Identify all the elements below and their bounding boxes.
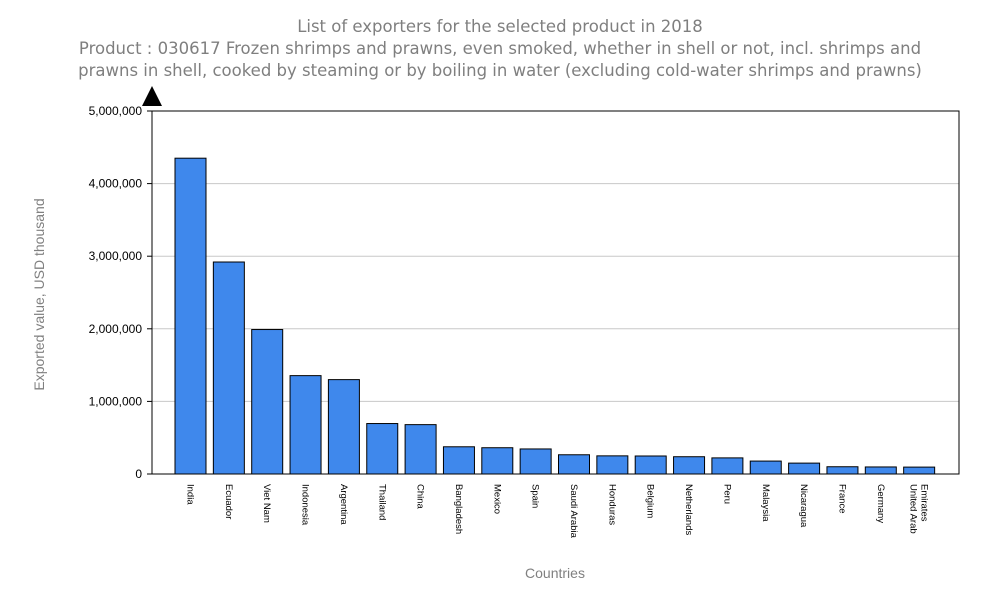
- bar-viet-nam[interactable]: [251, 329, 284, 475]
- bar-spain[interactable]: [519, 448, 552, 475]
- x-axis-ticks: India Ecuador Viet Nam Indonesia Argentina Th…: [185, 484, 930, 539]
- x-tick-label: Indonesia: [300, 484, 311, 526]
- x-tick-label: Ecuador: [223, 484, 234, 519]
- bar-saudi-arabia[interactable]: [558, 454, 590, 475]
- y-tick-label: 2,000,000: [89, 322, 143, 336]
- x-tick-label: Nicaragua: [798, 484, 809, 528]
- chart-subtitle-line-2: prawns in shell, cooked by steaming or b…: [78, 61, 922, 80]
- y-axis-title: Exported value, USD thousand: [31, 198, 47, 390]
- x-tick-label: United Arab: [908, 484, 919, 534]
- x-tick-label: Netherlands: [683, 484, 694, 535]
- bar-thailand[interactable]: [366, 423, 399, 475]
- y-tick-label: 4,000,000: [89, 177, 143, 191]
- bar-netherlands[interactable]: [673, 456, 706, 475]
- x-tick-label: Peru: [721, 484, 732, 504]
- bar-france[interactable]: [826, 466, 859, 475]
- chart-title: List of exporters for the selected produ…: [297, 17, 703, 36]
- gridlines: [152, 183, 959, 402]
- x-tick-label: Emirates: [919, 484, 930, 522]
- bar-mexico[interactable]: [481, 447, 514, 475]
- x-tick-label: Mexico: [491, 484, 502, 514]
- bar-india[interactable]: [174, 157, 207, 475]
- y-axis-ticks: 0 1,000,000 2,000,000 3,000,000 4,000,000 5,0…: [89, 104, 152, 481]
- x-tick-label: Argentina: [338, 484, 349, 525]
- bars: [174, 157, 936, 475]
- bar-belgium[interactable]: [634, 455, 667, 475]
- x-tick-label: Bangladesh: [453, 484, 464, 534]
- x-tick-label: Malaysia: [760, 484, 771, 522]
- bar-ecuador[interactable]: [212, 261, 245, 475]
- bar-nicaragua[interactable]: [788, 462, 821, 475]
- y-tick-label: 5,000,000: [89, 104, 143, 118]
- x-tick-label: Saudi Arabia: [568, 484, 579, 539]
- x-tick-label: Germany: [875, 484, 886, 523]
- x-tick-label: Viet Nam: [261, 484, 272, 523]
- y-axis-arrow-icon: [142, 86, 162, 106]
- plot-frame: [151, 110, 960, 475]
- bar-peru[interactable]: [711, 457, 744, 475]
- bar-bangladesh[interactable]: [442, 446, 475, 475]
- x-axis-title: Countries: [525, 565, 585, 581]
- bar-honduras[interactable]: [596, 455, 629, 475]
- x-tick-label: France: [836, 484, 847, 514]
- x-tick-label: India: [185, 484, 196, 505]
- x-tick-label: Belgium: [645, 484, 656, 518]
- bar-malaysia[interactable]: [749, 460, 782, 475]
- bar-china[interactable]: [404, 424, 437, 475]
- x-tick-label: China: [415, 484, 426, 510]
- x-tick-label: Thailand: [376, 484, 387, 520]
- y-tick-label: 1,000,000: [89, 394, 143, 408]
- bar-germany[interactable]: [864, 466, 897, 475]
- y-tick-label: 0: [135, 467, 142, 481]
- bar-indonesia[interactable]: [289, 375, 322, 475]
- x-tick-label: Spain: [530, 484, 541, 508]
- bar-united-arab-emirates[interactable]: [903, 466, 936, 475]
- chart-subtitle-line-1: Product : 030617 Frozen shrimps and praw…: [78, 39, 922, 58]
- x-tick-label: Honduras: [606, 484, 617, 525]
- bar-argentina[interactable]: [327, 379, 360, 475]
- y-tick-label: 3,000,000: [89, 249, 143, 263]
- chart-title-block: List of exporters for the selected produ…: [0, 16, 1000, 82]
